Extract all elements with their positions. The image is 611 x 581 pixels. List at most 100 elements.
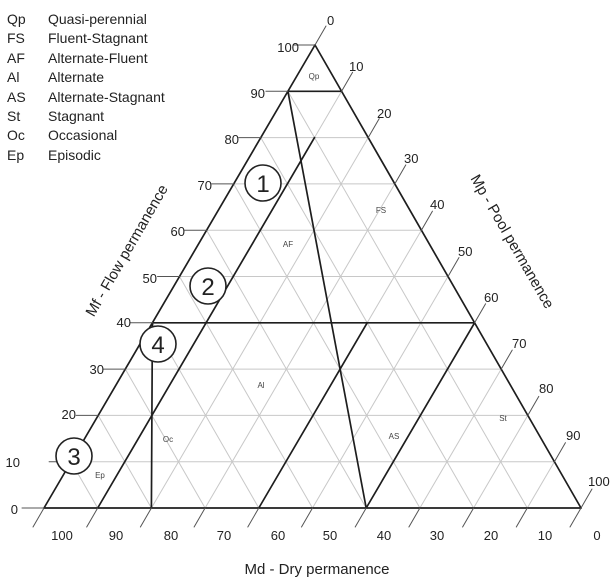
marker-circle [139, 325, 177, 363]
marker-circle [55, 437, 93, 475]
right-tick-label: 60 [484, 290, 498, 305]
circled-marker-2: 2 [189, 267, 227, 305]
grid-line [526, 461, 555, 509]
legend-item: Qp Quasi-perennial [7, 10, 165, 29]
region-boundaries [96, 90, 476, 509]
bottom-tick-label: 20 [484, 528, 498, 543]
tick-mark [447, 257, 460, 277]
legend-code: Oc [7, 127, 25, 144]
tick-mark [553, 442, 566, 463]
marker-number: 1 [256, 171, 269, 198]
bottom-axis-tick-labels: 100 90 80 70 60 50 40 30 20 10 0 [51, 528, 600, 543]
region-boundary [365, 321, 476, 509]
right-tick-label: 90 [566, 428, 580, 443]
legend-code: St [7, 108, 21, 125]
legend-item: Ep Episodic [7, 146, 165, 165]
legend-code: Al [7, 69, 20, 86]
right-tick-label: 20 [377, 106, 391, 121]
tick-mark [193, 507, 206, 528]
tick-mark [515, 507, 528, 528]
circled-marker-1: 1 [244, 164, 282, 202]
region-label-st: St [499, 414, 507, 423]
legend-label: Alternate [48, 69, 105, 86]
tick-mark [580, 488, 593, 509]
right-tick-label: 10 [349, 59, 363, 74]
legend-code: FS [7, 30, 25, 47]
left-tick-label: 70 [198, 178, 212, 193]
grid-line [473, 414, 529, 509]
tick-mark [527, 395, 540, 416]
marker-circle [189, 267, 227, 305]
right-tick-label: 30 [404, 151, 418, 166]
legend-code: Qp [7, 11, 26, 27]
legend-label: Alternate-Stagnant [48, 88, 165, 105]
bottom-tick-label: 50 [323, 528, 337, 543]
tick-mark [341, 71, 354, 92]
bottom-tick-label: 60 [271, 528, 285, 543]
tick-mark [247, 507, 260, 528]
right-axis-title: Mp - Pool permanence [467, 172, 558, 312]
left-tick-label: 10 [6, 455, 20, 470]
tick-mark [139, 507, 152, 528]
circled-marker-4: 4 [139, 325, 177, 363]
left-tick-label: 60 [171, 224, 185, 239]
ternary-grid [70, 90, 555, 509]
bottom-axis-title: Md - Dry permanence [244, 561, 389, 578]
legend-label: Episodic [48, 146, 101, 163]
bottom-tick-label: 90 [109, 528, 123, 543]
tick-mark [420, 210, 433, 231]
right-tick-label: 0 [327, 13, 334, 28]
right-axis-tick-labels: 0 10 20 30 40 50 60 70 80 90 100 [327, 13, 610, 489]
marker-number: 2 [201, 274, 214, 301]
bottom-tick-label: 40 [377, 528, 391, 543]
legend-label: Quasi-perennial [48, 11, 147, 27]
circled-marker-3: 3 [55, 437, 93, 475]
left-tick-label: 30 [90, 362, 104, 377]
grid-line [124, 368, 206, 509]
region-label-af: AF [283, 240, 293, 249]
legend-item: Oc Occasional [7, 126, 165, 145]
legend-label: Stagnant [48, 108, 105, 125]
grid-line [204, 183, 396, 509]
tick-mark [301, 507, 313, 528]
legend-item: AS Alternate-Stagnant [7, 88, 165, 107]
legend-code: Ep [7, 146, 25, 163]
legend-label: Occasional [48, 127, 118, 144]
tick-mark [408, 507, 421, 528]
legend-item: St Stagnant [7, 107, 165, 126]
grid-line [233, 183, 421, 509]
tick-mark [32, 507, 45, 528]
bottom-tick-label: 0 [593, 528, 600, 543]
right-tick-label: 80 [539, 381, 553, 396]
marker-number: 4 [151, 332, 164, 359]
tick-mark [354, 507, 367, 528]
legend-code: AF [7, 49, 25, 66]
tick-marks [21, 25, 593, 528]
region-label-as: AS [389, 432, 400, 441]
left-tick-label: 90 [251, 86, 265, 101]
legend-item: AF Alternate-Fluent [7, 49, 165, 68]
left-axis-title: Mf - Flow permanence [82, 182, 171, 320]
left-tick-label: 80 [225, 132, 239, 147]
bottom-tick-label: 70 [217, 528, 231, 543]
tick-mark [367, 118, 380, 139]
bottom-tick-label: 80 [164, 528, 178, 543]
legend-label: Fluent-Stagnant [48, 30, 148, 47]
tick-mark [394, 164, 407, 185]
right-tick-label: 50 [458, 244, 472, 259]
left-tick-label: 40 [117, 315, 131, 330]
region-boundary [96, 136, 316, 509]
legend: Qp Quasi-perennial FS Fluent-Stagnant AF Al… [7, 10, 165, 165]
right-tick-label: 70 [512, 336, 526, 351]
region-label-oc: Oc [163, 435, 173, 444]
region-label-qp: Qp [309, 72, 320, 81]
left-tick-label: 20 [62, 407, 76, 422]
region-boundary [287, 90, 368, 509]
left-tick-label: 100 [277, 40, 299, 55]
grid-line [419, 368, 502, 509]
tick-mark [86, 507, 99, 528]
bottom-tick-label: 30 [430, 528, 444, 543]
region-label-al: Al [257, 381, 264, 390]
bottom-tick-label: 10 [538, 528, 552, 543]
